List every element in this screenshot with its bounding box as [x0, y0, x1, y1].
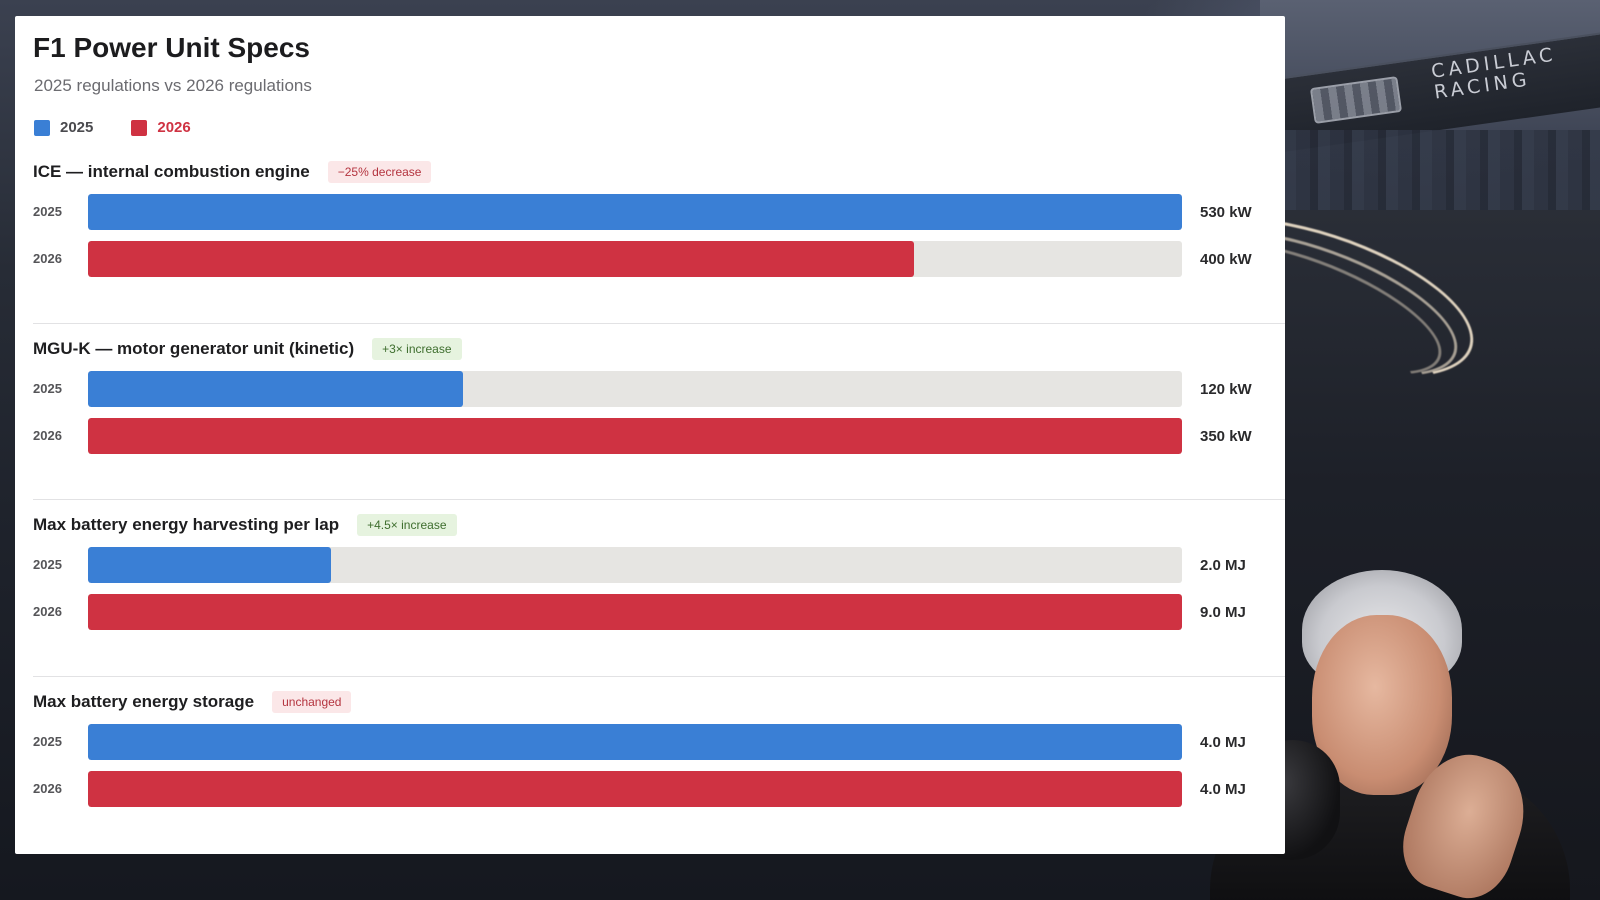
bar-row-2026: 2026 400 kW — [15, 241, 1285, 277]
bar-2025 — [88, 724, 1182, 760]
bar-year-label: 2026 — [33, 251, 62, 266]
bar-group-title: MGU-K — motor generator unit (kinetic) — [33, 339, 355, 358]
bar-value-label: 400 kW — [1200, 251, 1252, 268]
section-divider — [33, 323, 1285, 324]
bar-track — [88, 371, 1182, 407]
chart-title: F1 Power Unit Specs — [33, 32, 310, 63]
bar-2025 — [88, 194, 1182, 230]
legend-item-2025: 2025 — [34, 119, 93, 136]
bar-track — [88, 771, 1182, 807]
change-badge: unchanged — [272, 691, 352, 713]
bar-group-title: ICE — internal combustion engine — [33, 162, 310, 181]
bar-year-label: 2026 — [33, 428, 62, 443]
bar-2026 — [88, 418, 1182, 454]
change-badge: +4.5× increase — [357, 514, 457, 536]
bar-track — [88, 724, 1182, 760]
bar-value-label: 4.0 MJ — [1200, 781, 1246, 798]
legend-label-2026: 2026 — [157, 119, 191, 136]
bar-group-title: Max battery energy harvesting per lap — [33, 515, 340, 534]
bar-year-label: 2025 — [33, 381, 62, 396]
bar-year-label: 2025 — [33, 204, 62, 219]
bar-year-label: 2026 — [33, 781, 62, 796]
bar-2026 — [88, 771, 1182, 807]
legend-item-2026: 2026 — [131, 119, 191, 136]
change-badge: +3× increase — [372, 338, 462, 360]
bar-2026 — [88, 241, 914, 277]
bar-row-2025: 2025 120 kW — [15, 371, 1285, 407]
bar-track — [88, 194, 1182, 230]
legend-swatch-2026 — [131, 119, 148, 136]
bar-row-2026: 2026 350 kW — [15, 418, 1285, 454]
bar-value-label: 120 kW — [1200, 381, 1252, 398]
bar-group-header: MGU-K — motor generator unit (kinetic) +3… — [33, 338, 462, 360]
bar-group-title: Max battery energy storage — [33, 692, 255, 711]
bar-group-header: Max battery energy harvesting per lap +4.… — [33, 514, 457, 536]
bar-2025 — [88, 547, 332, 583]
bar-row-2025: 2025 530 kW — [15, 194, 1285, 230]
bar-row-2026: 2026 4.0 MJ — [15, 771, 1285, 807]
bar-group-header: ICE — internal combustion engine −25% dec… — [33, 161, 432, 183]
bar-year-label: 2025 — [33, 734, 62, 749]
bar-group: Max battery energy storage unchanged 2025 4… — [15, 676, 1285, 854]
section-divider — [33, 499, 1285, 500]
bar-value-label: 9.0 MJ — [1200, 604, 1246, 621]
legend-swatch-2025 — [34, 119, 50, 136]
bar-track — [88, 594, 1182, 630]
bar-value-label: 530 kW — [1200, 204, 1252, 221]
bar-group: MGU-K — motor generator unit (kinetic) +3… — [15, 323, 1285, 518]
chart-panel: F1 Power Unit Specs 2025 regulations vs … — [15, 16, 1285, 854]
bar-year-label: 2025 — [33, 557, 62, 572]
bar-track — [88, 547, 1182, 583]
bar-value-label: 350 kW — [1200, 428, 1252, 445]
bar-2026 — [88, 594, 1182, 630]
bar-track — [88, 418, 1182, 454]
bar-group: Max battery energy harvesting per lap +4.… — [15, 499, 1285, 694]
bar-row-2025: 2025 2.0 MJ — [15, 547, 1285, 583]
bar-track — [88, 241, 1182, 277]
section-divider — [33, 676, 1285, 677]
chart-subtitle: 2025 regulations vs 2026 regulations — [34, 76, 312, 95]
legend-label-2025: 2025 — [60, 119, 94, 136]
bar-group: ICE — internal combustion engine −25% dec… — [15, 161, 1285, 341]
bar-value-label: 4.0 MJ — [1200, 734, 1246, 751]
legend: 2025 2026 — [34, 119, 191, 136]
bar-value-label: 2.0 MJ — [1200, 557, 1246, 574]
bar-row-2026: 2026 9.0 MJ — [15, 594, 1285, 630]
presenter-face — [1312, 615, 1452, 795]
bar-group-header: Max battery energy storage unchanged — [33, 691, 352, 713]
bar-2025 — [88, 371, 464, 407]
bar-year-label: 2026 — [33, 604, 62, 619]
bar-row-2025: 2025 4.0 MJ — [15, 724, 1285, 760]
change-badge: −25% decrease — [327, 161, 432, 183]
city-skyline — [1262, 130, 1600, 220]
